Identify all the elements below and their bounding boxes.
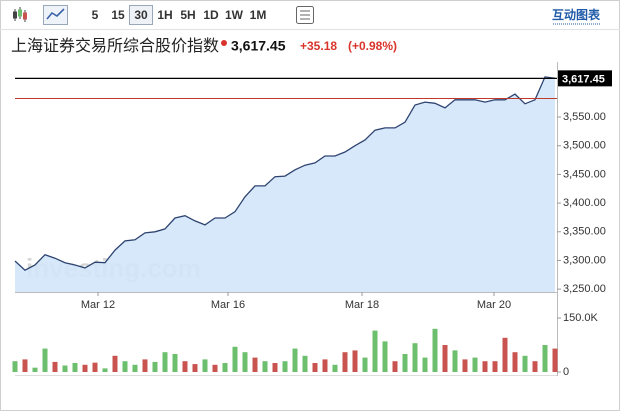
volume-bar xyxy=(122,361,128,372)
volume-bar xyxy=(512,352,518,372)
volume-bar xyxy=(502,337,508,372)
volume-tick-label: 0 xyxy=(563,366,569,378)
volume-bar xyxy=(392,361,398,372)
y-tick-label: 3,250.00 xyxy=(563,283,606,295)
volume-bar xyxy=(242,352,248,372)
volume-bar xyxy=(132,364,138,372)
volume-bar xyxy=(542,345,548,372)
price-change: +35.18 xyxy=(300,39,337,53)
volume-bar xyxy=(282,361,288,372)
settings-icon[interactable] xyxy=(296,6,314,24)
volume-bar xyxy=(402,354,408,372)
interval-button[interactable]: 1D xyxy=(203,8,219,22)
candlestick-icon[interactable] xyxy=(13,7,27,22)
volume-bar xyxy=(312,363,318,372)
volume-bar xyxy=(22,359,28,372)
volume-bar xyxy=(92,362,98,372)
interactive-chart-link[interactable]: 互动图表 xyxy=(552,7,601,22)
volume-bar xyxy=(342,352,348,372)
y-tick-label: 3,400.00 xyxy=(563,197,606,209)
interval-button[interactable]: 1M xyxy=(250,8,267,22)
interval-button[interactable]: 5 xyxy=(92,8,99,22)
volume-bar xyxy=(32,367,38,372)
volume-bar xyxy=(382,341,388,372)
volume-bar xyxy=(492,361,498,372)
x-tick-label: Mar 12 xyxy=(81,299,115,311)
volume-bar xyxy=(442,345,448,372)
last-price: 3,617.45 xyxy=(231,38,286,54)
interval-selected-box xyxy=(129,5,153,25)
volume-bar xyxy=(112,355,118,372)
volume-bar xyxy=(142,359,148,372)
y-tick-label: 3,550.00 xyxy=(563,111,606,123)
volume-bar xyxy=(432,328,438,372)
interval-button[interactable]: 5H xyxy=(180,8,195,22)
volume-bar xyxy=(102,368,108,372)
volume-bar xyxy=(272,363,278,372)
interval-button[interactable]: 1H xyxy=(157,8,172,22)
interval-button[interactable]: 15 xyxy=(111,8,125,22)
volume-bar xyxy=(232,346,238,372)
interval-button[interactable]: 1W xyxy=(225,8,244,22)
price-marker-label: 3,617.45 xyxy=(562,73,605,85)
volume-bar xyxy=(192,364,198,372)
price-area xyxy=(15,76,555,293)
volume-bar xyxy=(152,361,158,372)
y-tick-label: 3,450.00 xyxy=(563,168,606,180)
volume-bar xyxy=(222,363,228,372)
volume-bar xyxy=(552,348,558,372)
volume-tick-label: 150.0K xyxy=(563,312,599,324)
volume-bar xyxy=(262,361,268,372)
volume-bar xyxy=(322,359,328,372)
volume-bar xyxy=(202,359,208,372)
volume-bar xyxy=(422,357,428,372)
index-name: 上海证券交易所综合股价指数 xyxy=(11,37,219,55)
volume-bar xyxy=(532,361,538,372)
volume-bar xyxy=(172,354,178,372)
volume-bar xyxy=(472,357,478,372)
price-marker-box xyxy=(558,70,612,87)
volume-bar xyxy=(332,364,338,372)
volume-bar xyxy=(522,355,528,372)
interval-button[interactable]: 30 xyxy=(134,8,148,22)
x-tick-label: Mar 16 xyxy=(211,299,245,311)
y-tick-label: 3,500.00 xyxy=(563,140,606,152)
volume-bar xyxy=(12,361,18,372)
y-tick-label: 3,350.00 xyxy=(563,226,606,238)
volume-bar xyxy=(182,361,188,372)
price-line xyxy=(14,76,556,271)
x-tick-label: Mar 20 xyxy=(477,299,511,311)
status-dot xyxy=(221,40,227,46)
volume-bar xyxy=(72,363,78,372)
volume-bar xyxy=(212,364,218,372)
volume-bar xyxy=(162,352,168,372)
volume-bar xyxy=(252,357,258,372)
volume-bar xyxy=(82,364,88,372)
volume-bar xyxy=(482,361,488,372)
x-tick-label: Mar 18 xyxy=(345,299,379,311)
volume-bar xyxy=(292,348,298,372)
volume-bar xyxy=(462,359,468,372)
volume-bar xyxy=(372,330,378,372)
volume-bar xyxy=(302,355,308,372)
volume-bar xyxy=(42,348,48,372)
price-change-percent: (+0.98%) xyxy=(348,39,397,53)
volume-bar xyxy=(412,343,418,372)
y-tick-label: 3,300.00 xyxy=(563,254,606,266)
line-icon[interactable] xyxy=(43,5,68,25)
volume-bar xyxy=(352,350,358,372)
volume-bar xyxy=(452,350,458,372)
volume-bar xyxy=(362,357,368,372)
volume-bar xyxy=(62,365,68,372)
volume-bar xyxy=(52,361,58,372)
